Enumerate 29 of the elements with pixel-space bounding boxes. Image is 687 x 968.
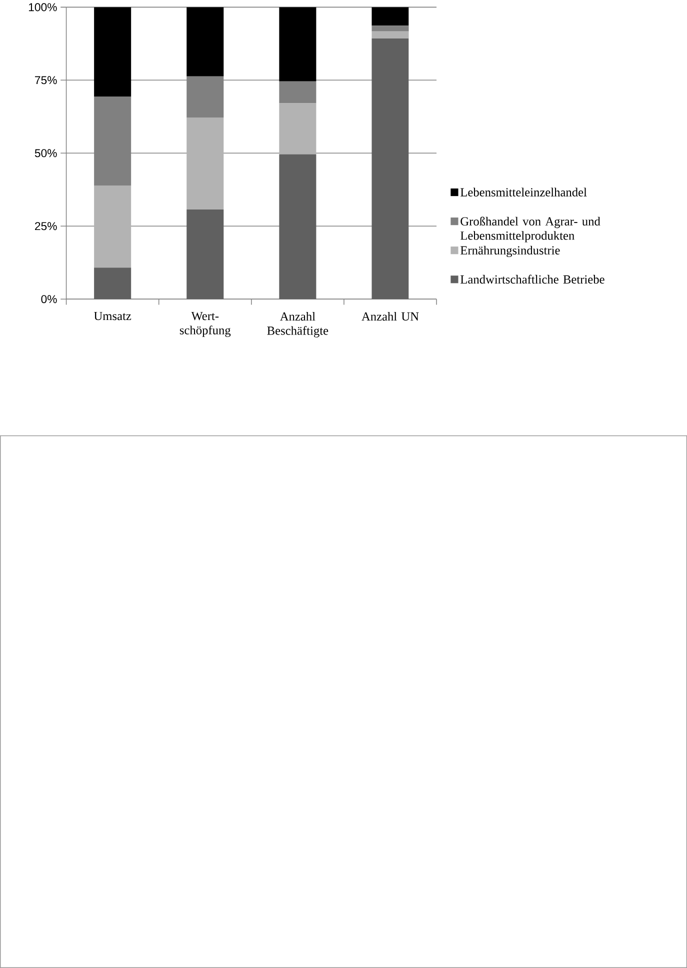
bar [279,81,316,104]
bar [372,7,409,26]
bar [372,31,409,38]
bar [372,38,409,300]
bar [279,7,316,82]
bar [94,268,132,300]
legend-label: Großhandel von Agrar- und Lebensmittelprodukten [460,216,600,242]
bar [186,209,224,300]
y-tick-label: 75% [34,76,57,84]
legend-label: Landwirtschaftliche Betriebe [460,274,604,284]
bar [279,154,316,300]
x-tick-label: Anzahl UN [362,312,419,321]
bar [94,186,132,268]
y-tick-label: 0% [41,295,57,304]
bar [186,7,224,76]
bar [186,76,224,118]
bar [279,103,316,154]
legend-label: Lebensmitteleinzelhandel [460,188,587,196]
bar [94,7,132,97]
x-tick-label: Wert-schöpfung [180,312,231,337]
x-tick-label: Umsatz [94,312,132,320]
x-tick-label: Anzahl Beschäftigte [267,312,328,338]
bar [372,26,409,32]
y-tick-label: 100% [28,3,57,12]
y-tick-label: 50% [34,149,57,158]
bar [94,96,132,186]
bar [186,118,224,210]
legend-label: Ernährungsindustrie [460,246,560,258]
y-tick-label: 25% [34,222,57,230]
